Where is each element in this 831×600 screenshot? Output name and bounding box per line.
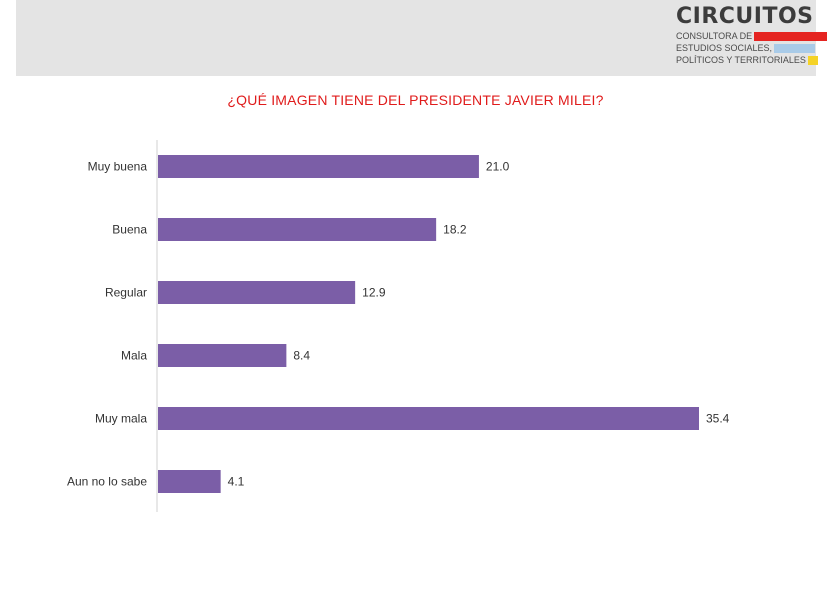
bar-2 [158, 281, 356, 304]
logo-line-2: ESTUDIOS SOCIALES, [676, 43, 773, 53]
bar-4 [158, 407, 699, 430]
category-label-4: Muy mala [95, 412, 147, 426]
bar-5 [158, 470, 221, 493]
logo-bar-blue [774, 44, 816, 54]
value-label-5: 4.1 [228, 475, 245, 489]
category-label-0: Muy buena [88, 160, 148, 174]
value-label-1: 18.2 [443, 223, 467, 237]
value-label-2: 12.9 [362, 286, 386, 300]
value-label-3: 8.4 [293, 349, 310, 363]
bar-0 [158, 155, 479, 178]
logo-bar-red [754, 32, 828, 42]
category-label-3: Mala [121, 349, 147, 363]
category-label-1: Buena [112, 223, 147, 237]
category-label-2: Regular [105, 286, 147, 300]
logo-line-1: CONSULTORA DE [676, 31, 753, 41]
chart-title: ¿QUÉ IMAGEN TIENE DEL PRESIDENTE JAVIER … [227, 92, 604, 108]
logo-line-3: POLÍTICOS Y TERRITORIALES [676, 55, 806, 65]
value-label-4: 35.4 [706, 412, 730, 426]
bar-3 [158, 344, 287, 367]
bar-1 [158, 218, 437, 241]
logo-name: CIRCUITOS [676, 4, 814, 29]
logo-bar-yellow [807, 56, 818, 66]
header-band [16, 0, 816, 76]
category-label-5: Aun no lo sabe [67, 475, 147, 489]
brand-logo: CIRCUITOS CONSULTORA DE ESTUDIOS SOCIALE… [676, 4, 828, 66]
value-label-0: 21.0 [486, 160, 510, 174]
